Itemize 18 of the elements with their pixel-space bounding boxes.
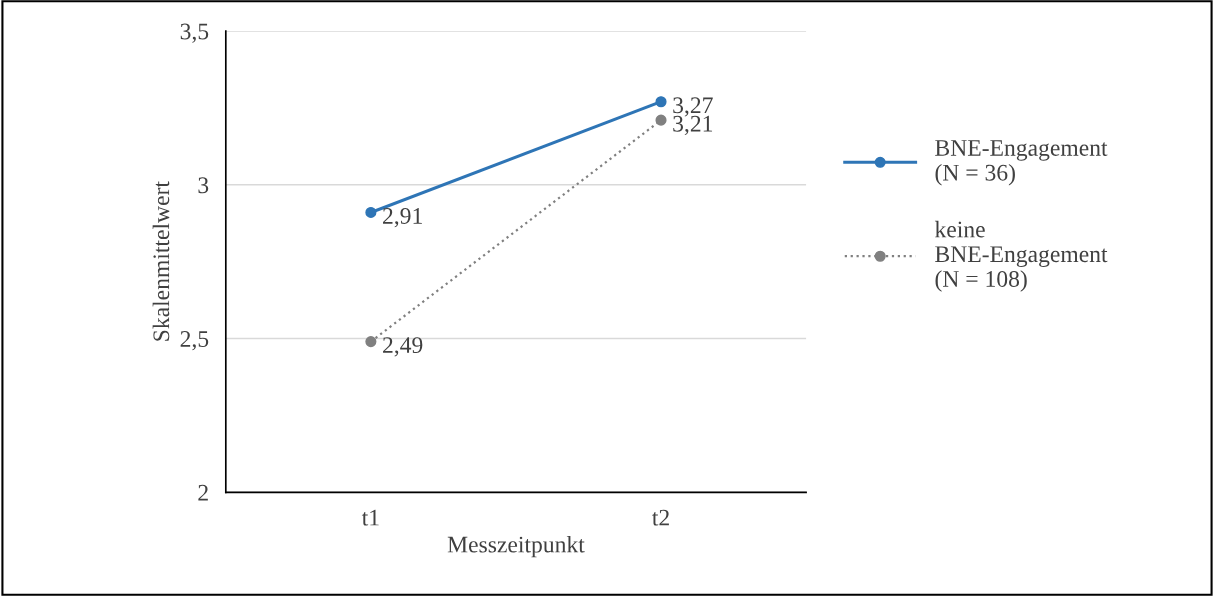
y-tick-label: 3: [198, 177, 209, 194]
legend-label: BNE-Engagement (N = 36): [935, 140, 1108, 186]
y-tick-label: 3,5: [180, 23, 209, 43]
y-axis-title: Skalenmittelwert: [152, 181, 170, 341]
legend-label: keine BNE-Engagement (N = 108): [934, 220, 1108, 292]
point: [655, 96, 667, 108]
x-tick-label: t2: [652, 509, 669, 526]
data-label: 2,49: [383, 337, 423, 357]
y-tick-label: 2: [198, 484, 208, 501]
x-tick-label: t1: [361, 509, 379, 526]
point: [365, 336, 377, 348]
point: [365, 206, 377, 218]
data-label: 2,91: [383, 208, 422, 228]
data-label: 3,21: [673, 115, 713, 136]
x-axis-title: Messzeitpunkt: [447, 535, 585, 558]
data-label: 3,27: [673, 97, 713, 117]
point: [655, 114, 667, 126]
y-tick-label: 2,5: [180, 331, 209, 351]
